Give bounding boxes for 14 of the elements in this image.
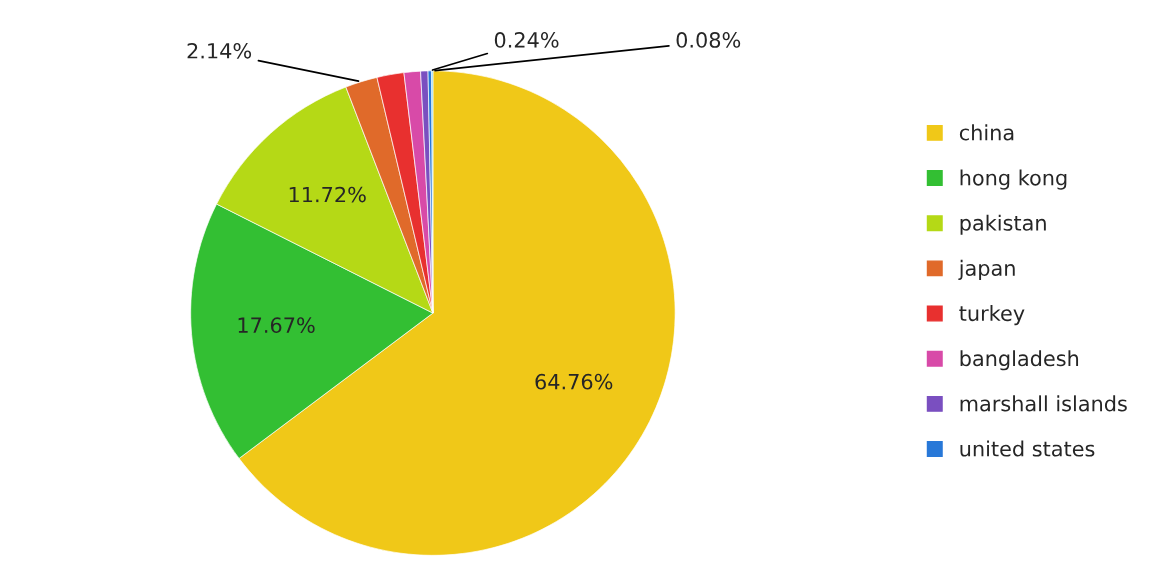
data-label: 17.67% [238,317,315,334]
legend-label: japan [958,259,1015,280]
legend-label: united states [960,440,1095,457]
legend-label: turkey [959,305,1025,326]
legend-label: china [959,124,1014,141]
data-label: 2.14% [187,42,252,59]
data-label: 0.08% [676,32,741,48]
data-label: 0.24% [494,32,559,48]
legend-label: marshall islands [960,395,1127,412]
legend-label: hong kong [960,169,1067,190]
data-label: 64.76% [535,373,613,390]
legend-label: pakistan [960,214,1046,235]
legend-label: bangladesh [960,350,1079,371]
data-label: 11.72% [289,186,366,203]
